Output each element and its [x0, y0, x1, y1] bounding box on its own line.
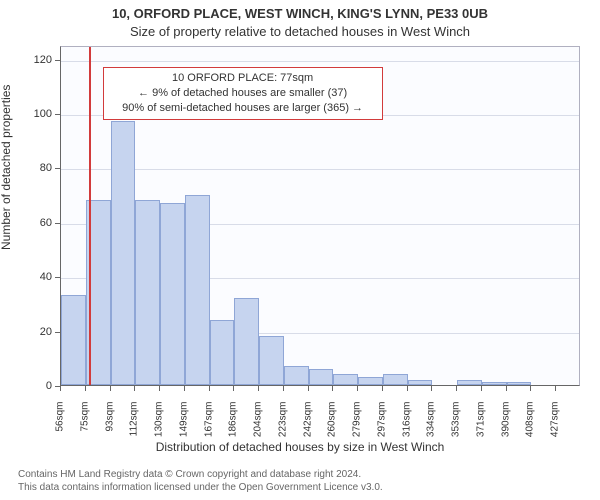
bar: [383, 374, 408, 385]
x-tick-label: 427sqm: [550, 402, 561, 452]
x-tick: [60, 386, 61, 391]
footer-line1: Contains HM Land Registry data © Crown c…: [18, 468, 383, 481]
x-tick-label: 75sqm: [79, 402, 90, 452]
annotation-line: 10 ORFORD PLACE: 77sqm: [110, 71, 376, 86]
x-tick-label: 334sqm: [426, 402, 437, 452]
x-tick-label: 408sqm: [525, 402, 536, 452]
plot-area: 10 ORFORD PLACE: 77sqm← 9% of detached h…: [60, 46, 580, 386]
x-tick-label: 112sqm: [129, 402, 140, 452]
x-tick-label: 353sqm: [451, 402, 462, 452]
y-tick: [55, 223, 60, 224]
bar: [61, 295, 86, 385]
y-tick: [55, 114, 60, 115]
bar: [210, 320, 235, 385]
y-tick-label: 120: [22, 54, 52, 66]
bar: [457, 380, 482, 385]
x-tick: [357, 386, 358, 391]
x-tick: [530, 386, 531, 391]
bar: [160, 203, 185, 385]
y-tick: [55, 332, 60, 333]
x-tick: [233, 386, 234, 391]
x-tick-label: 316sqm: [401, 402, 412, 452]
x-tick: [209, 386, 210, 391]
x-tick-label: 204sqm: [253, 402, 264, 452]
y-tick-label: 80: [22, 162, 52, 174]
x-tick: [481, 386, 482, 391]
x-tick: [258, 386, 259, 391]
bar: [482, 382, 507, 385]
x-tick: [283, 386, 284, 391]
annotation-line: 90% of semi-detached houses are larger (…: [110, 101, 376, 116]
x-tick-label: 186sqm: [228, 402, 239, 452]
x-tick: [308, 386, 309, 391]
footer-line2: This data contains information licensed …: [18, 481, 383, 494]
y-tick-label: 20: [22, 326, 52, 338]
y-axis-label: Number of detached properties: [0, 85, 13, 250]
bar: [185, 195, 210, 385]
x-tick-label: 242sqm: [302, 402, 313, 452]
annotation-box: 10 ORFORD PLACE: 77sqm← 9% of detached h…: [103, 67, 383, 120]
bar: [333, 374, 358, 385]
x-tick: [456, 386, 457, 391]
x-tick-label: 297sqm: [376, 402, 387, 452]
x-tick-label: 371sqm: [475, 402, 486, 452]
bar: [408, 380, 433, 385]
x-tick-label: 390sqm: [500, 402, 511, 452]
x-tick-label: 223sqm: [277, 402, 288, 452]
bar: [111, 121, 136, 385]
x-tick: [184, 386, 185, 391]
bar: [507, 382, 532, 385]
y-tick: [55, 60, 60, 61]
x-tick: [431, 386, 432, 391]
y-tick-label: 40: [22, 271, 52, 283]
x-tick-label: 279sqm: [352, 402, 363, 452]
bar: [358, 377, 383, 385]
footer-attribution: Contains HM Land Registry data © Crown c…: [18, 468, 383, 494]
marker-line: [89, 47, 91, 385]
bar: [309, 369, 334, 385]
annotation-line: ← 9% of detached houses are smaller (37): [110, 86, 376, 101]
x-tick: [382, 386, 383, 391]
bar: [284, 366, 309, 385]
x-tick: [506, 386, 507, 391]
bar: [259, 336, 284, 385]
x-tick-label: 130sqm: [154, 402, 165, 452]
y-tick-label: 60: [22, 217, 52, 229]
gridline: [61, 169, 579, 170]
x-tick-label: 56sqm: [55, 402, 66, 452]
x-tick: [407, 386, 408, 391]
y-tick: [55, 168, 60, 169]
x-tick: [555, 386, 556, 391]
chart-title-line1: 10, ORFORD PLACE, WEST WINCH, KING'S LYN…: [0, 6, 600, 21]
x-tick: [332, 386, 333, 391]
x-tick-label: 93sqm: [104, 402, 115, 452]
x-tick-label: 167sqm: [203, 402, 214, 452]
x-tick-label: 260sqm: [327, 402, 338, 452]
y-tick: [55, 277, 60, 278]
y-tick-label: 0: [22, 380, 52, 392]
x-tick: [134, 386, 135, 391]
x-tick: [159, 386, 160, 391]
gridline: [61, 61, 579, 62]
bar: [234, 298, 259, 385]
x-tick: [110, 386, 111, 391]
y-tick-label: 100: [22, 108, 52, 120]
x-tick-label: 149sqm: [178, 402, 189, 452]
chart-title-line2: Size of property relative to detached ho…: [0, 24, 600, 39]
x-tick: [85, 386, 86, 391]
bar: [135, 200, 160, 385]
